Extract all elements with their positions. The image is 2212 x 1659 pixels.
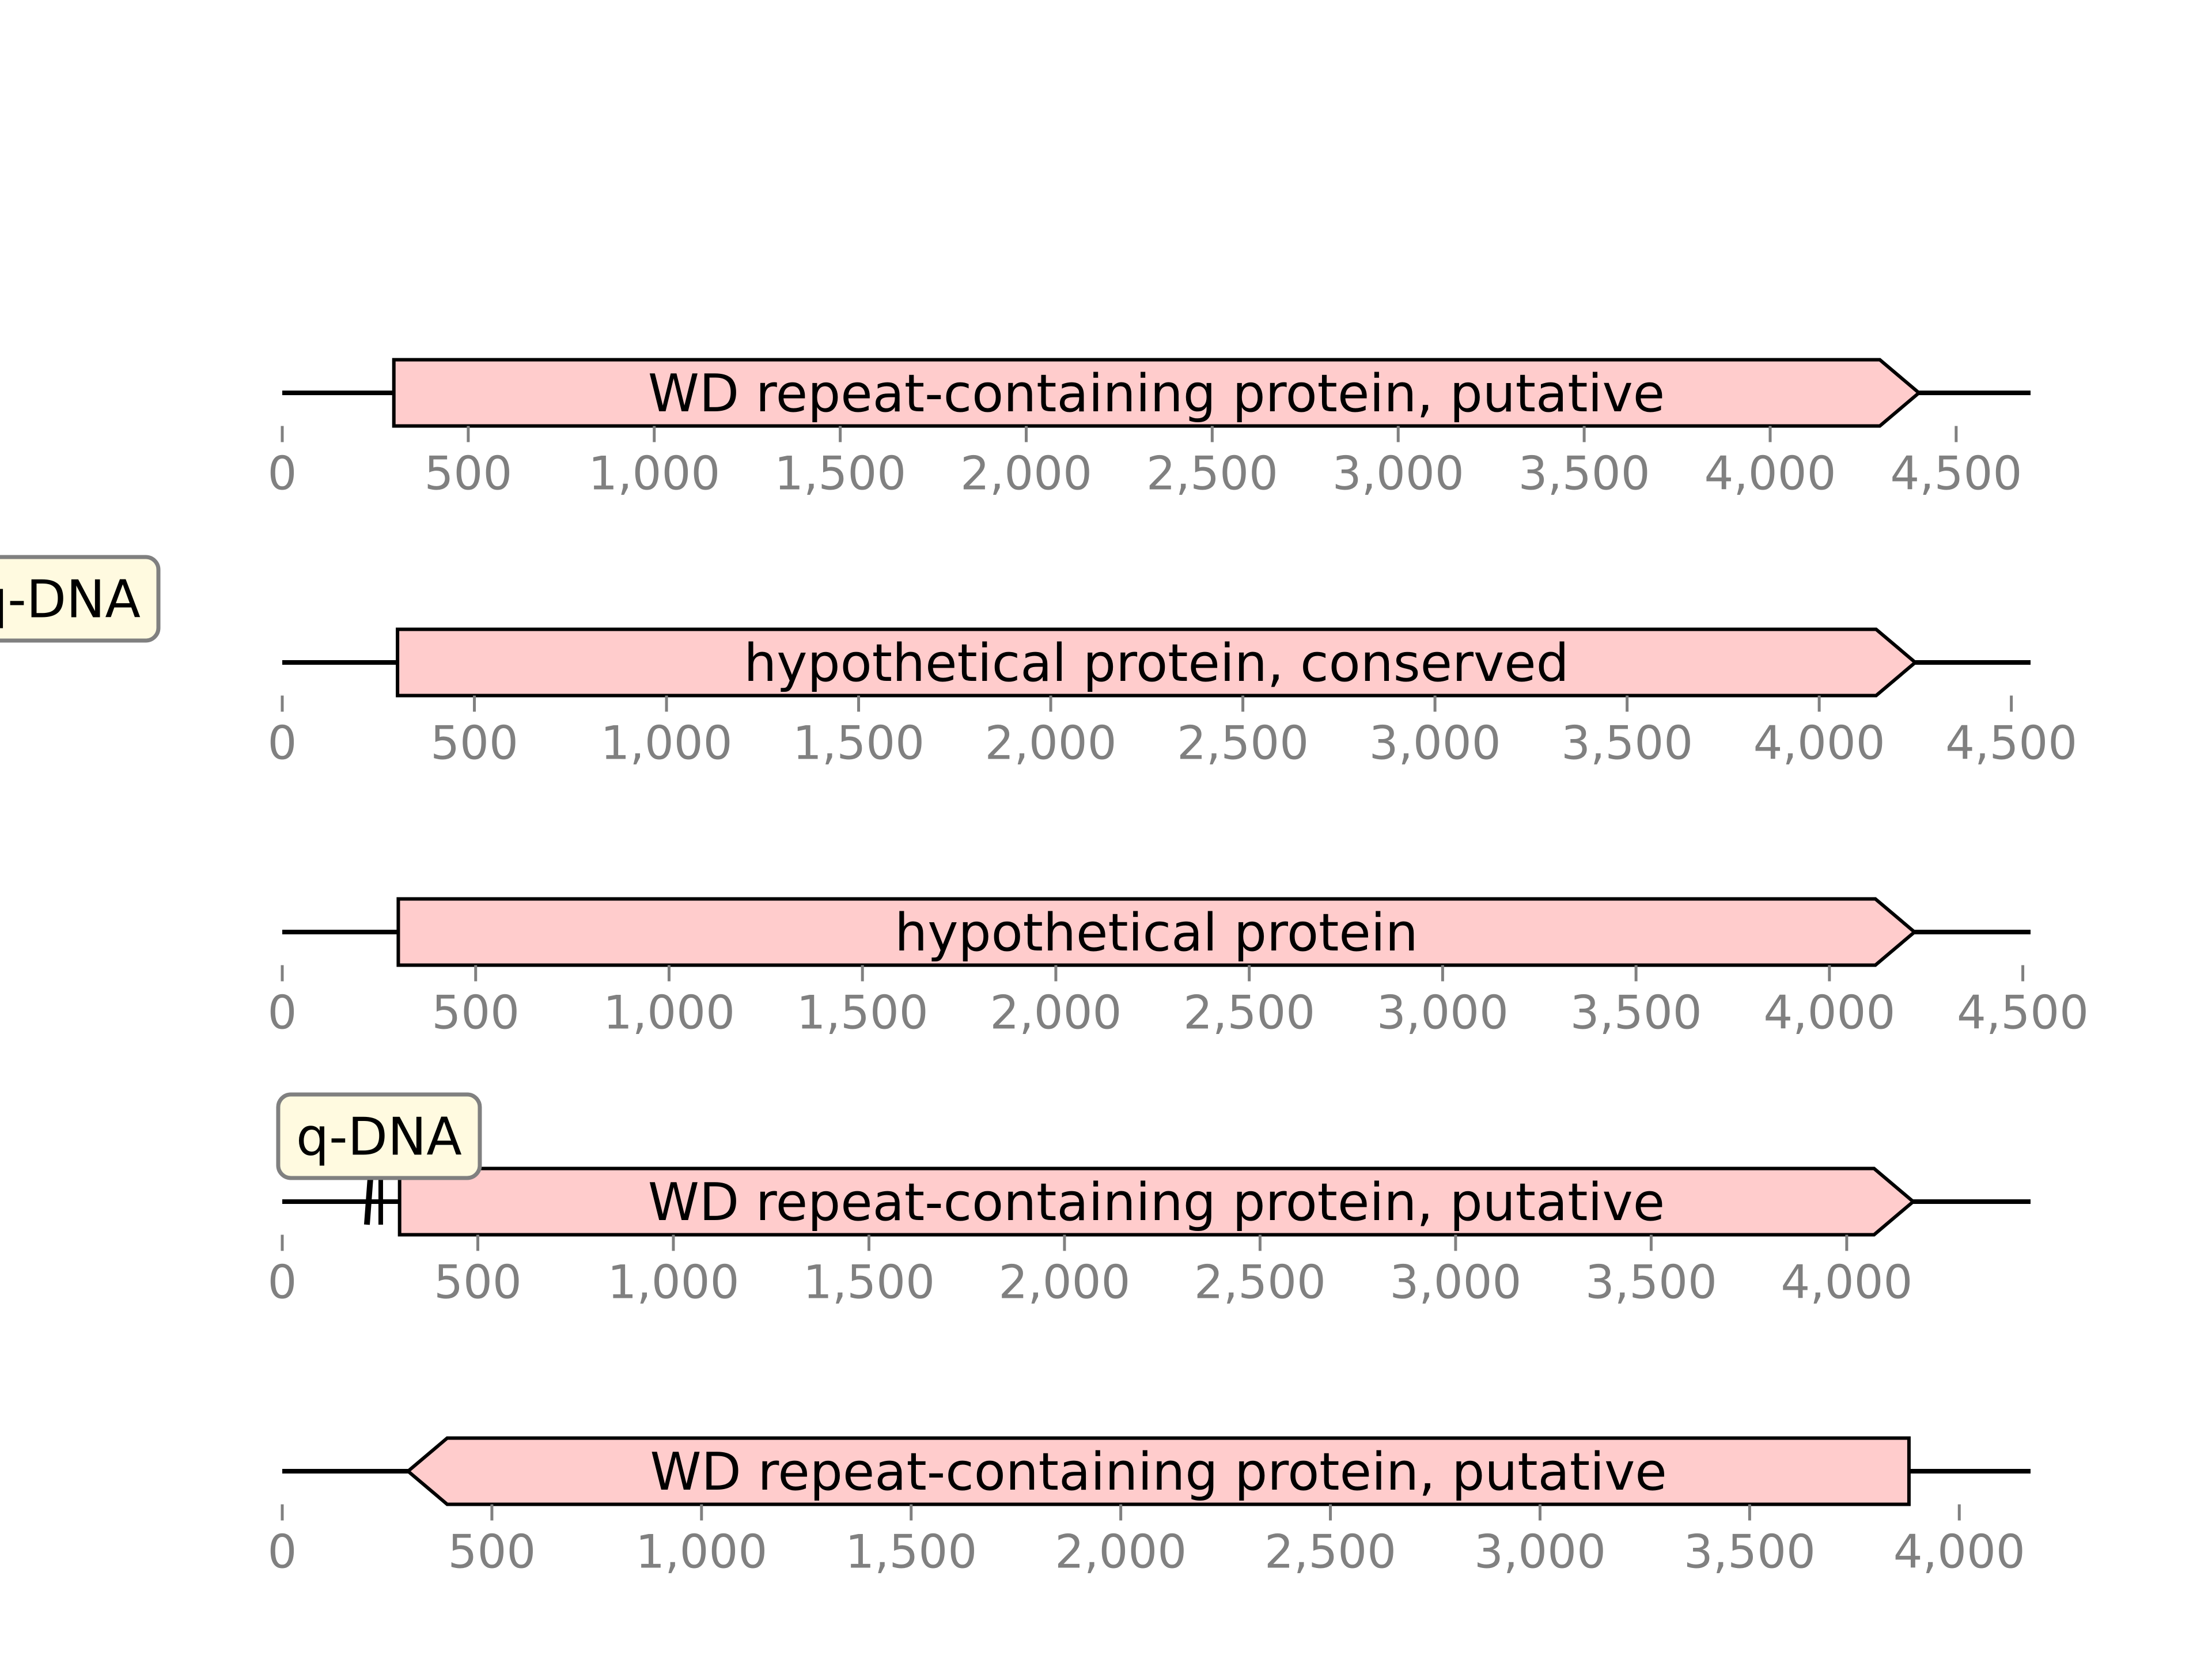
tick-label: 3,500: [1585, 1256, 1717, 1309]
tick-label: 4,000: [1704, 447, 1836, 501]
tick-label: 500: [431, 986, 520, 1040]
tick-label: 1,500: [793, 717, 925, 770]
tag-label: q-DNA: [0, 570, 141, 630]
tick-label: 4,000: [1781, 1256, 1912, 1309]
track-3: hypothetical protein 0 500 1,000 1,500 2,000 2…: [268, 897, 2089, 1040]
tick-label: 2,000: [1055, 1525, 1187, 1579]
tick-label: 3,000: [1474, 1525, 1606, 1579]
feature-arrow: [392, 358, 1922, 428]
tick-label: 3,500: [1570, 986, 1702, 1040]
tick-label: 500: [448, 1525, 536, 1579]
track-2: hypothetical protein, conserved 0 500 1,000…: [268, 627, 2077, 770]
tick-label: 1,000: [607, 1256, 739, 1309]
tick-label: 1,000: [635, 1525, 767, 1579]
track-4: WD repeat-containing protein, putative 0 5…: [268, 1092, 2031, 1309]
tick-label: 4,000: [1753, 717, 1885, 770]
feature-arrow: [397, 1166, 1916, 1237]
tick-label: 0: [268, 1525, 297, 1579]
tag-box: [276, 1092, 482, 1180]
tick-label: 4,500: [1957, 986, 2089, 1040]
tick-label: 0: [268, 717, 297, 770]
tick-label: 0: [268, 1256, 297, 1309]
feature-label: WD repeat-containing protein, putative: [648, 363, 1665, 424]
tick-label: 1,000: [603, 986, 735, 1040]
tick-label: 3,000: [1332, 447, 1464, 501]
tick-label: 1,500: [774, 447, 906, 501]
feature-arrow: [405, 1436, 1911, 1506]
tick-label: 2,000: [985, 717, 1117, 770]
tick-label: 2,500: [1264, 1525, 1396, 1579]
tick-label: 2,000: [990, 986, 1122, 1040]
tick-label: 3,000: [1369, 717, 1501, 770]
tick-label: 4,500: [1890, 447, 2022, 501]
qdna-tag: q-DNA: [276, 1092, 482, 1225]
tick-label: 4,000: [1893, 1525, 2025, 1579]
tick-label: 3,000: [1377, 986, 1509, 1040]
tick-label: 0: [268, 447, 297, 501]
feature-label: hypothetical protein, conserved: [744, 633, 1569, 694]
tick-label: 4,500: [1945, 717, 2077, 770]
tick-label: 4,000: [1763, 986, 1895, 1040]
feature-arrow: [396, 897, 1918, 967]
tag-label: q-DNA: [296, 1107, 462, 1168]
feature-label: WD repeat-containing protein, putative: [650, 1442, 1667, 1502]
tick-label: 2,500: [1177, 717, 1309, 770]
tick-label: 1,000: [601, 717, 733, 770]
tick-label: 3,000: [1389, 1256, 1521, 1309]
qdna-tag: q-DNA: [0, 555, 161, 643]
feature-label: hypothetical protein: [895, 903, 1418, 963]
tick-label: 2,000: [960, 447, 1092, 501]
tick-label: 2,500: [1183, 986, 1315, 1040]
tick-label: 0: [268, 986, 297, 1040]
tick-label: 2,500: [1146, 447, 1278, 501]
tick-label: 500: [430, 717, 518, 770]
tick-label: 2,000: [998, 1256, 1130, 1309]
tick-label: 1,500: [803, 1256, 935, 1309]
tick-label: 500: [434, 1256, 522, 1309]
feature-label: WD repeat-containing protein, putative: [648, 1172, 1665, 1233]
tick-label: 3,500: [1684, 1525, 1816, 1579]
tag-box: [0, 555, 161, 643]
marker-bar: [363, 1178, 373, 1225]
tick-label: 1,500: [845, 1525, 977, 1579]
tick-label: 1,000: [588, 447, 720, 501]
tick-label: 3,500: [1518, 447, 1650, 501]
track-5: WD repeat-containing protein, putative 0 5…: [268, 1436, 2031, 1579]
tick-label: 500: [425, 447, 513, 501]
track-1: WD repeat-containing protein, putative 0 5…: [0, 358, 2031, 643]
tick-label: 3,500: [1561, 717, 1693, 770]
tick-label: 1,500: [797, 986, 929, 1040]
feature-arrow: [396, 627, 1918, 698]
tick-label: 2,500: [1194, 1256, 1326, 1309]
